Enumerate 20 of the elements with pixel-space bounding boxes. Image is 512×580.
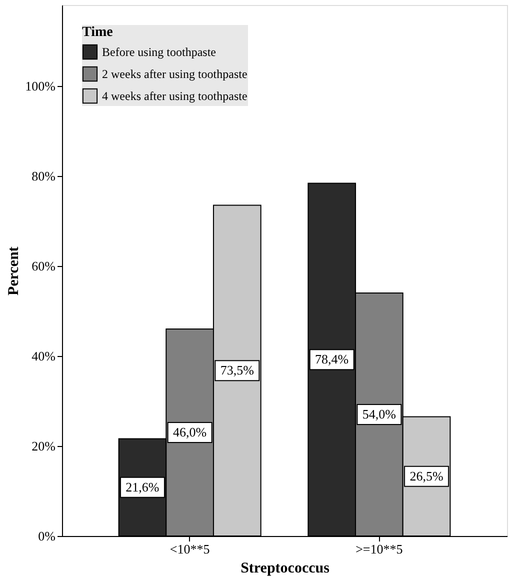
x-axis-title: Streptococcus — [240, 560, 330, 576]
data-label: 54,0% — [362, 406, 396, 422]
legend-label: 4 weeks after using toothpaste — [102, 89, 248, 103]
y-tick-label: 40% — [32, 348, 56, 364]
y-tick-label: 100% — [25, 78, 56, 94]
data-label: 73,5% — [220, 362, 254, 378]
x-tick-label: >=10**5 — [356, 542, 403, 556]
data-label: 78,4% — [315, 352, 349, 367]
y-tick-label: 0% — [38, 528, 56, 544]
x-tick-label: <10**5 — [170, 542, 210, 556]
y-tick-label: 60% — [32, 258, 56, 274]
y-tick-label: 20% — [32, 438, 56, 454]
legend-label: Before using toothpaste — [102, 45, 216, 59]
data-label: 26,5% — [410, 468, 444, 484]
y-axis-title: Percent — [6, 246, 22, 296]
legend-label: 2 weeks after using toothpaste — [102, 67, 248, 81]
y-tick-label: 80% — [32, 168, 56, 184]
legend-title: Time — [82, 25, 113, 40]
data-label: 21,6% — [126, 479, 160, 494]
data-label: 46,0% — [173, 424, 207, 440]
